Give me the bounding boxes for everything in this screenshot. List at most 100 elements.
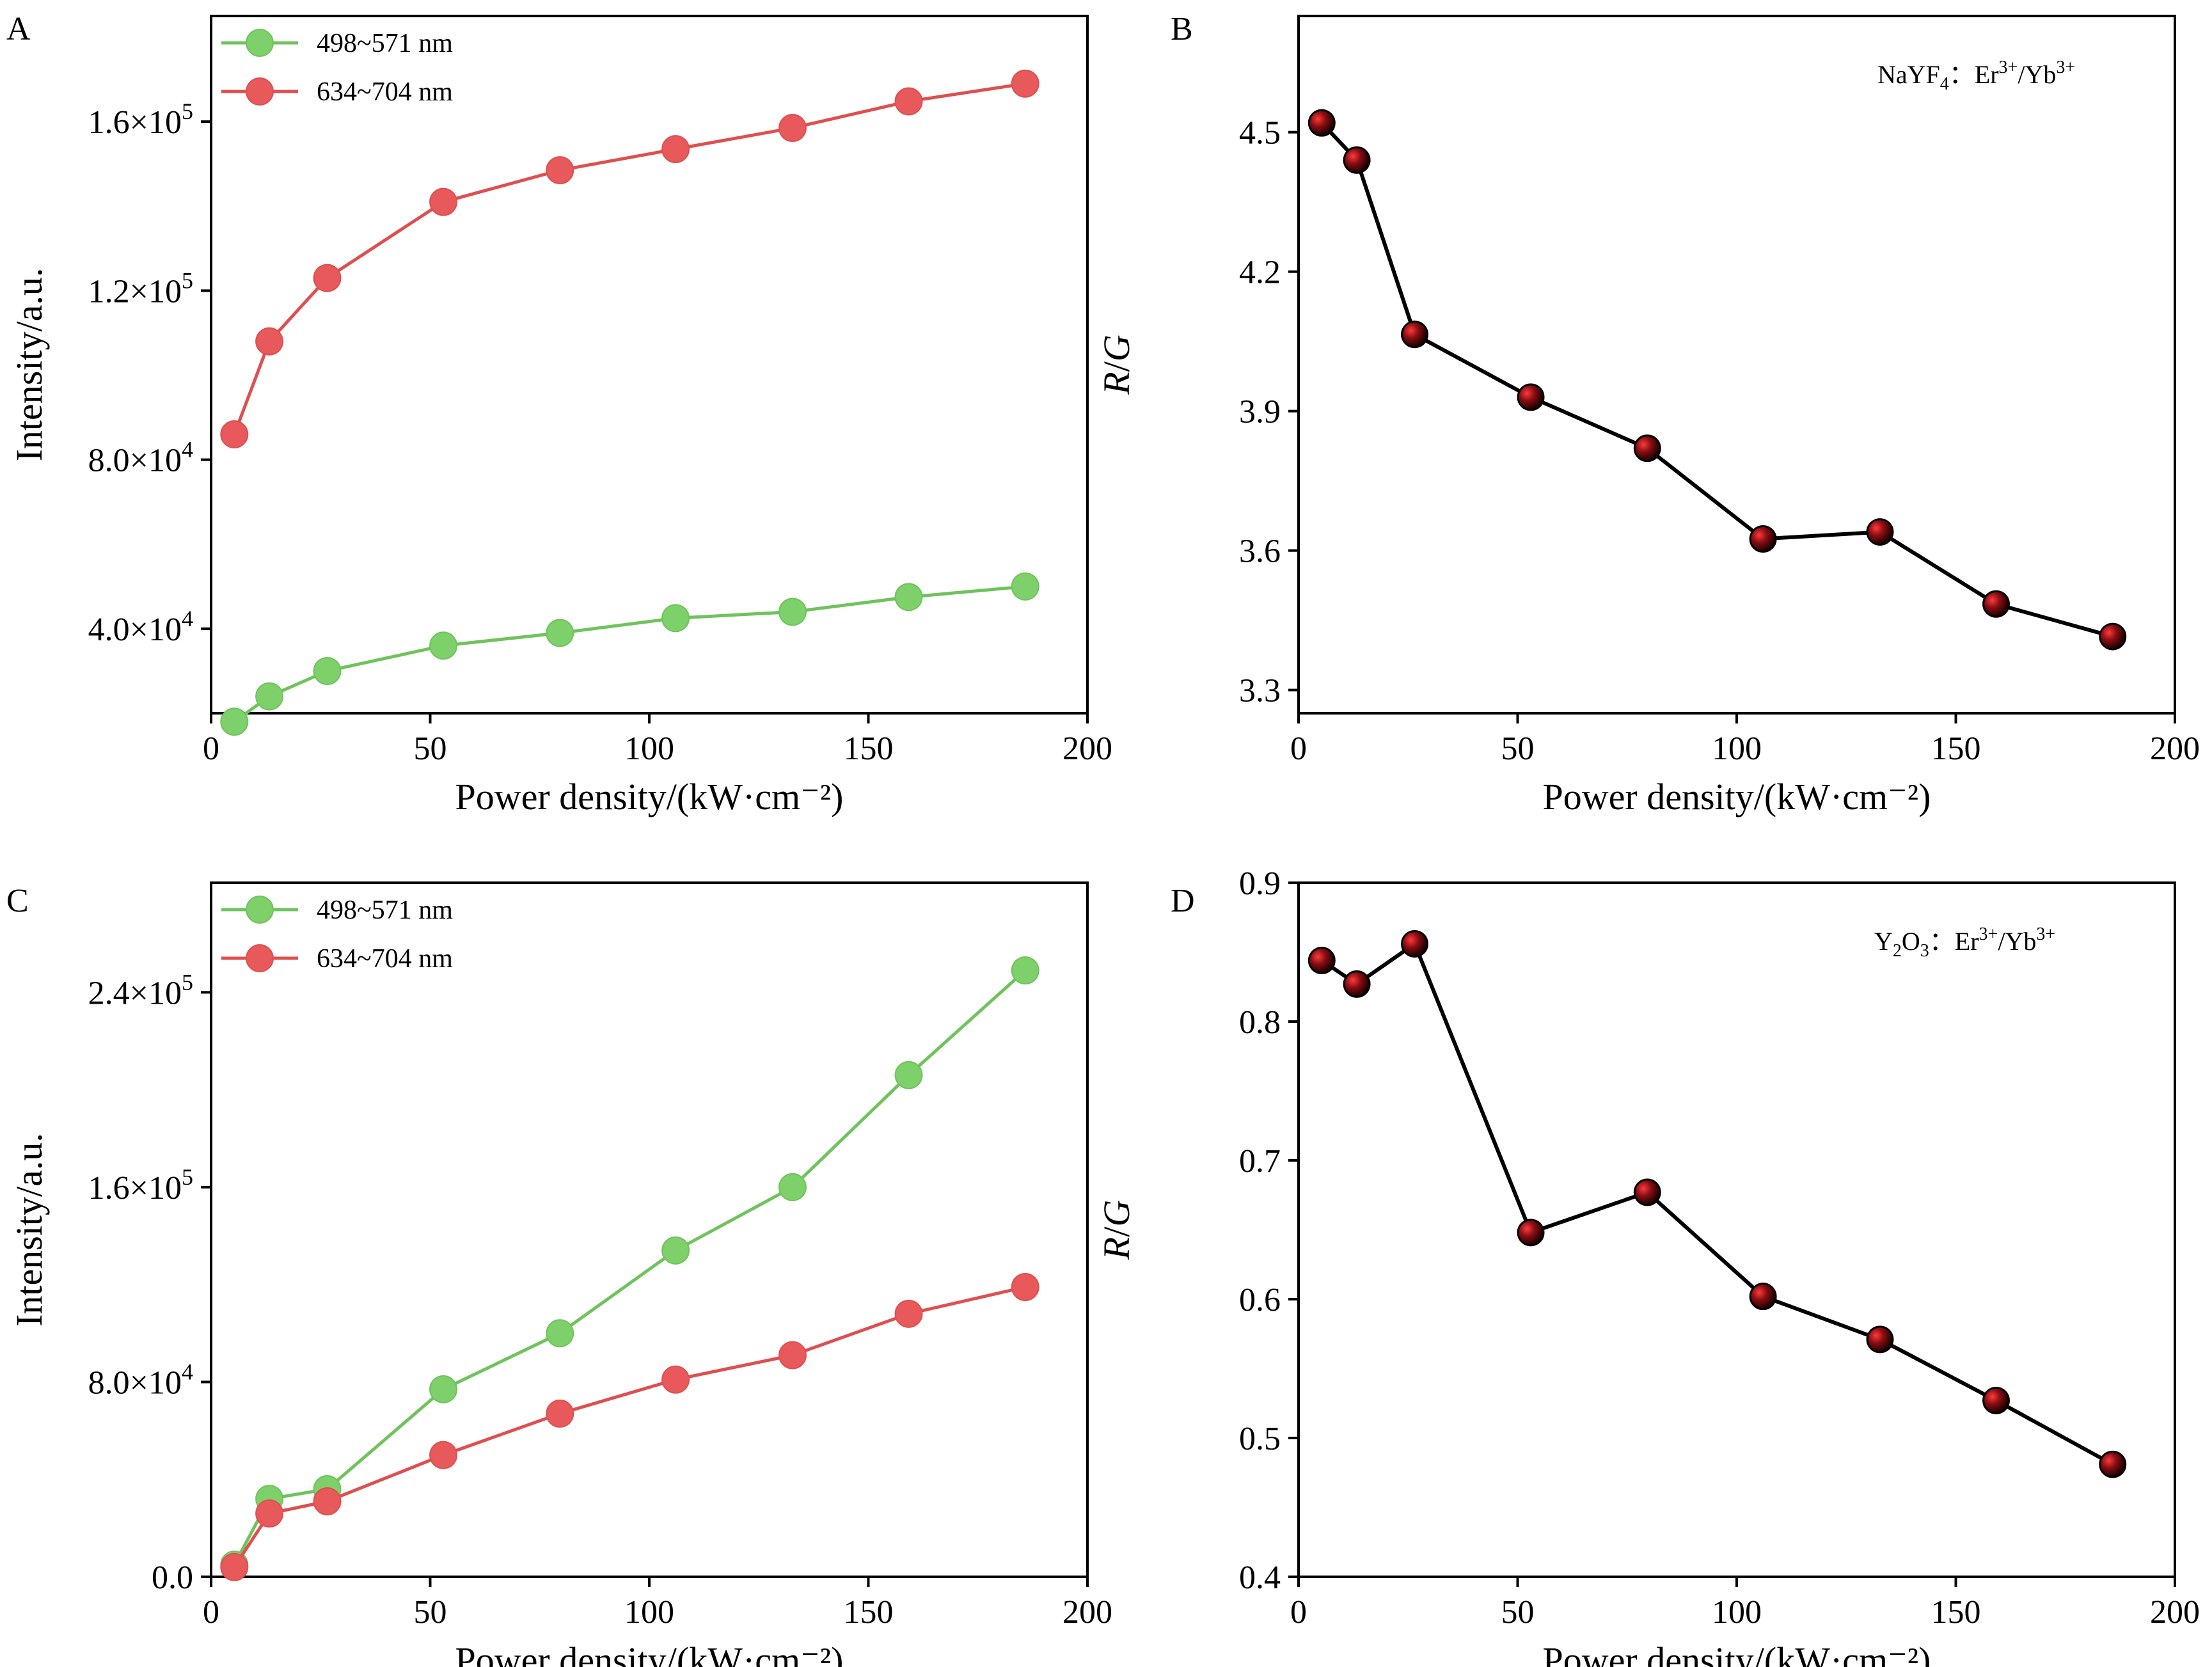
y-tick-label: 8.0×104 <box>88 1359 193 1401</box>
data-point <box>1309 948 1334 974</box>
legend-label: 498~571 nm <box>317 896 453 925</box>
x-tick-label: 200 <box>1063 731 1112 767</box>
data-point <box>779 1342 806 1369</box>
series-line <box>234 1287 1025 1567</box>
y-axis-title: R/G <box>1096 335 1137 395</box>
data-point <box>1750 526 1776 552</box>
data-point <box>1518 1220 1544 1245</box>
data-point <box>221 1554 248 1581</box>
y-tick-label: 0.4 <box>1239 1560 1281 1596</box>
x-axis-title: Power density/(kW·cm⁻²) <box>1543 1639 1931 1667</box>
y-axis-title: Intensity/a.u. <box>8 268 50 462</box>
data-point <box>1984 1387 2009 1413</box>
plot-frame <box>211 16 1087 713</box>
data-point <box>256 683 283 710</box>
data-point <box>662 1366 689 1393</box>
y-axis-title: Intensity/a.u. <box>8 1133 50 1327</box>
legend-marker <box>246 945 273 972</box>
legend-marker <box>246 78 273 105</box>
series-line <box>234 84 1025 434</box>
chart-panel-b: B 0 50 100 150 200 3.3 3.6 3.9 4.2 4.5 Power densit… <box>1096 11 2200 818</box>
x-tick-label: 0 <box>1290 1594 1307 1631</box>
x-tick-label: 0 <box>203 731 219 767</box>
data-point <box>314 658 341 684</box>
data-point <box>662 1237 689 1264</box>
series-line <box>234 970 1025 1565</box>
data-point <box>546 157 573 184</box>
series-line <box>1322 123 2112 636</box>
panel-letter: D <box>1171 883 1195 919</box>
y-tick-label: 0.6 <box>1239 1282 1281 1318</box>
chart-panel-c: C 0 50 100 150 200 0.0 8.0×104 1.6×105 2.4×105 Pow… <box>6 883 1112 1667</box>
plot-frame <box>211 883 1087 1577</box>
data-point <box>221 708 248 735</box>
data-point <box>1634 1180 1660 1205</box>
y-tick-label: 8.0×104 <box>88 437 193 479</box>
data-point <box>779 1174 806 1201</box>
y-tick-label: 2.4×105 <box>88 969 193 1011</box>
data-point <box>430 189 457 216</box>
y-tick-label: 4.0×104 <box>88 606 193 648</box>
data-point <box>896 88 922 115</box>
chart-panel-d: D 0 50 100 150 200 0.4 0.5 0.6 0.7 0.8 0.9 Power den… <box>1096 865 2200 1667</box>
data-point <box>546 619 573 646</box>
x-tick-label: 200 <box>1063 1594 1112 1631</box>
y-tick-label: 0.7 <box>1239 1143 1281 1180</box>
legend-label: 634~704 nm <box>317 944 453 974</box>
x-tick-label: 200 <box>2150 731 2200 767</box>
y-tick-label: 0.9 <box>1239 865 1281 902</box>
legend-marker <box>246 29 273 56</box>
figure: A0 50 100 150 2004.0×1048.0×1041.2×1051.6×10… <box>0 0 2212 1667</box>
material-annotation: Y2O3：Er3+/Yb3+ <box>1874 924 2055 961</box>
x-tick-label: 100 <box>1712 1594 1762 1631</box>
data-point <box>896 1062 922 1089</box>
data-point <box>430 1376 457 1403</box>
data-point <box>1402 931 1428 956</box>
x-tick-label: 200 <box>2150 1594 2200 1631</box>
x-axis-title: Power density/(kW·cm⁻²) <box>1543 776 1931 818</box>
y-tick-label: 3.9 <box>1239 394 1281 431</box>
y-tick-label: 4.5 <box>1239 115 1281 152</box>
data-point <box>1750 1284 1776 1309</box>
x-tick-label: 150 <box>844 1594 894 1631</box>
series-line <box>1322 944 2112 1464</box>
panel-letter: C <box>6 883 29 919</box>
material-annotation: NaYF4：Er3+/Yb3+ <box>1877 58 2075 94</box>
x-axis-title: Power density/(kW·cm⁻²) <box>455 1639 844 1667</box>
x-tick-label: 0 <box>1290 731 1307 767</box>
data-point <box>662 136 689 162</box>
x-tick-label: 50 <box>1501 1594 1535 1631</box>
data-point <box>546 1400 573 1427</box>
data-point <box>662 604 689 631</box>
x-tick-label: 150 <box>1931 1594 1981 1631</box>
data-point <box>1984 591 2009 617</box>
x-axis-title: Power density/(kW·cm⁻²) <box>455 776 844 818</box>
data-point <box>430 1442 457 1469</box>
x-tick-label: 50 <box>1501 731 1535 767</box>
data-point <box>779 115 806 141</box>
y-tick-label: 0.5 <box>1239 1421 1281 1457</box>
data-point <box>1309 110 1334 136</box>
data-point <box>2100 624 2126 649</box>
x-tick-label: 0 <box>203 1594 219 1631</box>
panel-letter: A <box>6 11 31 47</box>
x-tick-label: 100 <box>624 1594 674 1631</box>
y-tick-label: 3.3 <box>1239 673 1281 709</box>
data-point <box>314 1488 341 1515</box>
data-point <box>314 265 341 292</box>
x-tick-label: 50 <box>414 731 447 767</box>
chart-panel-a: A 0 50 100 150 200 4.0×104 8.0×104 1.2×105 1.6×10… <box>6 11 1112 818</box>
data-point <box>1867 1327 1893 1352</box>
data-point <box>1634 436 1660 461</box>
data-point <box>1012 70 1039 97</box>
panel-letter: B <box>1171 11 1193 47</box>
data-point <box>221 421 248 448</box>
y-tick-label: 0.8 <box>1239 1004 1281 1041</box>
data-point <box>1518 384 1544 410</box>
data-point <box>1402 322 1428 347</box>
y-tick-label: 3.6 <box>1239 533 1281 570</box>
x-tick-label: 100 <box>624 731 674 767</box>
data-point <box>1344 971 1370 997</box>
plot-frame <box>1299 16 2175 713</box>
data-point <box>1344 147 1370 173</box>
